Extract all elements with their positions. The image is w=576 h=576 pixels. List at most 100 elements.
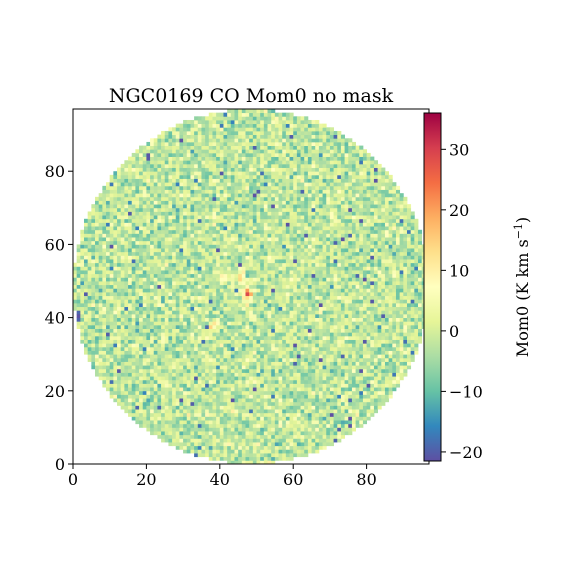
map-pixel <box>256 255 261 260</box>
map-pixel <box>157 273 162 278</box>
map-pixel <box>227 372 232 377</box>
map-pixel <box>260 273 265 278</box>
map-pixel <box>131 237 136 242</box>
map-pixel <box>241 398 246 403</box>
map-pixel <box>348 405 353 410</box>
map-pixel <box>326 262 331 267</box>
map-pixel <box>73 295 78 300</box>
map-pixel <box>241 409 246 414</box>
map-pixel <box>168 442 173 447</box>
map-pixel <box>307 266 312 271</box>
map-pixel <box>120 324 125 329</box>
map-pixel <box>395 284 401 289</box>
map-pixel <box>142 357 147 362</box>
map-pixel <box>113 398 118 403</box>
map-pixel <box>98 277 103 282</box>
map-pixel <box>128 255 133 260</box>
map-pixel <box>271 394 276 399</box>
map-pixel <box>344 398 349 403</box>
map-pixel <box>241 445 246 450</box>
map-pixel <box>80 244 85 249</box>
map-pixel <box>161 310 166 315</box>
map-pixel <box>392 387 397 392</box>
map-pixel <box>311 405 316 410</box>
map-pixel <box>179 357 184 362</box>
map-pixel <box>285 328 290 333</box>
map-pixel <box>348 354 353 359</box>
map-pixel <box>234 365 239 370</box>
map-pixel <box>333 423 338 428</box>
map-pixel <box>179 277 184 282</box>
map-pixel <box>128 313 133 319</box>
map-pixel <box>183 335 188 340</box>
map-pixel <box>245 456 250 461</box>
map-pixel <box>139 270 144 275</box>
map-pixel <box>307 339 312 344</box>
map-pixel <box>249 244 254 249</box>
map-pixel <box>384 259 390 264</box>
map-pixel <box>230 339 235 344</box>
map-pixel <box>183 281 188 286</box>
map-pixel <box>135 412 140 417</box>
map-pixel <box>381 343 386 348</box>
map-pixel <box>179 291 184 297</box>
map-pixel <box>370 372 375 377</box>
map-pixel <box>216 405 221 410</box>
map-pixel <box>179 412 184 417</box>
map-pixel <box>311 390 316 395</box>
map-pixel <box>172 244 177 249</box>
map-pixel <box>106 372 111 377</box>
map-pixel <box>392 302 397 308</box>
map-pixel <box>175 317 180 322</box>
map-pixel <box>366 240 371 245</box>
map-pixel <box>344 321 349 326</box>
map-pixel <box>153 240 158 245</box>
map-pixel <box>388 313 393 319</box>
map-pixel <box>260 339 265 344</box>
map-pixel <box>153 412 158 417</box>
map-pixel <box>142 387 147 392</box>
map-pixel <box>370 255 375 260</box>
map-pixel <box>172 259 177 264</box>
map-pixel <box>410 328 415 333</box>
map-pixel <box>355 335 360 340</box>
map-pixel <box>406 288 412 293</box>
map-pixel <box>91 328 96 333</box>
map-pixel <box>285 416 290 421</box>
map-pixel <box>245 416 250 421</box>
map-pixel <box>300 376 305 381</box>
map-pixel <box>282 423 287 428</box>
map-pixel <box>326 270 331 275</box>
map-pixel <box>260 445 265 450</box>
map-pixel <box>98 328 103 333</box>
map-pixel <box>289 266 294 271</box>
map-pixel <box>355 302 360 308</box>
map-pixel <box>139 365 144 370</box>
map-pixel <box>234 453 239 458</box>
map-pixel <box>304 248 309 253</box>
map-pixel <box>197 299 202 304</box>
map-pixel <box>234 387 239 392</box>
map-pixel <box>87 335 92 340</box>
map-pixel <box>168 306 173 311</box>
map-pixel <box>128 398 133 403</box>
map-pixel <box>168 302 173 308</box>
map-pixel <box>377 398 382 403</box>
map-pixel <box>175 412 180 417</box>
map-pixel <box>139 259 144 264</box>
map-pixel <box>263 270 268 275</box>
map-pixel <box>106 288 111 293</box>
map-pixel <box>212 368 217 373</box>
map-pixel <box>278 431 283 436</box>
map-pixel <box>377 248 382 253</box>
map-pixel <box>128 412 133 417</box>
map-pixel <box>417 299 423 304</box>
map-pixel <box>351 255 356 260</box>
map-pixel <box>205 449 210 454</box>
map-pixel <box>183 368 188 373</box>
map-pixel <box>260 255 265 260</box>
map-pixel <box>216 302 221 308</box>
map-pixel <box>186 277 191 282</box>
map-pixel <box>417 259 423 264</box>
map-pixel <box>263 376 268 381</box>
